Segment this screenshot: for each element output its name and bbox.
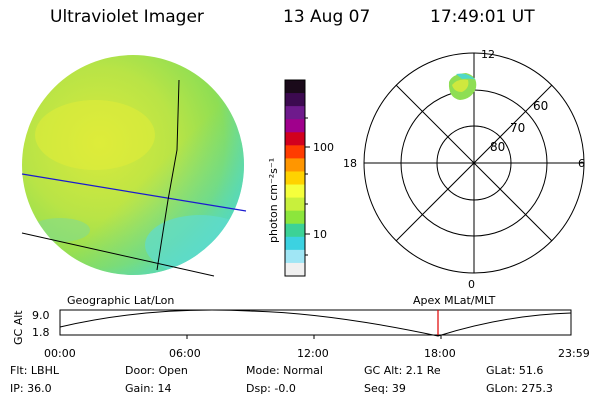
- orbit-ytick-high: 9.0: [32, 309, 50, 322]
- colorbar-band: [285, 158, 305, 173]
- instrument-title: Ultraviolet Imager: [50, 7, 204, 27]
- time-label: 17:49:01 UT: [430, 7, 535, 27]
- orbit-xtick-2359: 23:59: [558, 347, 590, 360]
- info-mode: Mode: Normal: [246, 364, 323, 377]
- colorbar-band: [285, 210, 305, 225]
- info-ip: IP: 36.0: [10, 382, 52, 395]
- orbit-plot: Geographic Lat/Lon Apex MLat/MLT 9.0 1.8…: [12, 294, 590, 360]
- info-door: Door: Open: [125, 364, 188, 377]
- lat-label-80: 80: [490, 140, 505, 154]
- colorbar-band: [285, 236, 305, 251]
- colorbar-band: [285, 119, 305, 133]
- info-gain: Gain: 14: [125, 382, 172, 395]
- info-seq: Seq: 39: [364, 382, 406, 395]
- mlt-label-18: 18: [343, 157, 357, 170]
- geo-lat-line: [21, 232, 215, 277]
- orbit-caption-apex: Apex MLat/MLT: [413, 294, 496, 307]
- colorbar-band: [285, 184, 305, 199]
- info-flt: Flt: LBHL: [10, 364, 59, 377]
- orbit-xtick-1800: 18:00: [424, 347, 456, 360]
- lat-label-70: 70: [510, 121, 525, 135]
- geo-lon-line: [156, 79, 180, 271]
- polar-plot: 12 18 6 0 60 70 80: [343, 48, 585, 291]
- mlt-label-12: 12: [481, 48, 495, 61]
- info-gc-alt: GC Alt: 2.1 Re: [364, 364, 441, 377]
- colorbar-band: [285, 171, 305, 186]
- colorbar-band: [285, 93, 305, 107]
- colorbar-tick-100: 100: [313, 141, 334, 154]
- colorbar-band: [285, 132, 305, 146]
- colorbar-band: [285, 145, 305, 159]
- lat-label-60: 60: [533, 99, 548, 113]
- mlt-label-0: 0: [468, 278, 475, 291]
- colorbar: 100 10 photon cm⁻²s⁻¹: [267, 79, 334, 277]
- info-glat: GLat: 51.6: [486, 364, 544, 377]
- polar-image-patch: [448, 73, 477, 100]
- orbit-xtick-0000: 00:00: [44, 347, 76, 360]
- geo-lat-line-blue: [21, 173, 247, 212]
- colorbar-tick-10: 10: [313, 228, 327, 241]
- orbit-caption-geographic: Geographic Lat/Lon: [67, 294, 174, 307]
- orbit-xtick-0600: 06:00: [169, 347, 201, 360]
- colorbar-band: [285, 223, 305, 238]
- info-glon: GLon: 275.3: [486, 382, 553, 395]
- orbit-xtick-1200: 12:00: [297, 347, 329, 360]
- uv-image-disk: [21, 55, 247, 277]
- info-dsp: Dsp: -0.0: [246, 382, 296, 395]
- orbit-ytick-low: 1.8: [32, 326, 50, 339]
- colorbar-band: [285, 106, 305, 120]
- colorbar-band: [285, 197, 305, 212]
- date-label: 13 Aug 07: [283, 7, 371, 27]
- colorbar-band: [285, 80, 305, 94]
- colorbar-unit-label: photon cm⁻²s⁻¹: [267, 158, 280, 243]
- mlt-label-6: 6: [578, 157, 585, 170]
- orbit-yaxis-label: GC Alt: [12, 310, 25, 345]
- colorbar-band: [285, 249, 305, 264]
- colorbar-band: [285, 262, 305, 277]
